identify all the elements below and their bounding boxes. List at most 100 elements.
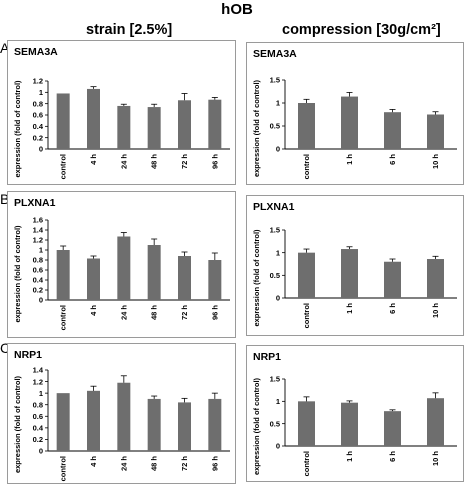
bar bbox=[147, 398, 161, 451]
bar bbox=[117, 236, 131, 300]
bar bbox=[87, 88, 100, 149]
y-tick-label: 1.5 bbox=[270, 76, 280, 85]
y-axis-label: expression (fold of control) bbox=[252, 229, 261, 327]
y-tick-label: 0 bbox=[39, 145, 43, 154]
category-label: 6 h bbox=[388, 303, 397, 314]
bar bbox=[87, 390, 100, 451]
bar bbox=[427, 114, 444, 149]
bar bbox=[56, 393, 70, 451]
panel-sema3a-compression: SEMA3A expression (fold of control) 0 0.5 1 1… bbox=[246, 42, 464, 185]
category-label: 6 h bbox=[388, 451, 397, 462]
bar bbox=[427, 398, 444, 446]
category-label: 10 h bbox=[431, 303, 440, 318]
bar bbox=[384, 411, 401, 446]
y-tick-label: 1.2 bbox=[33, 236, 43, 245]
sema3a-compression-chart: SEMA3A expression (fold of control) 0 0.5 1 1… bbox=[252, 48, 457, 179]
bar bbox=[384, 261, 401, 298]
y-tick-label: 0.4 bbox=[33, 122, 44, 131]
y-tick-label: 0 bbox=[276, 145, 280, 154]
y-tick-label: 1 bbox=[39, 246, 43, 255]
bar bbox=[298, 252, 315, 298]
y-tick-label: 0.2 bbox=[33, 286, 43, 295]
column-heading-strain: strain [2.5%] bbox=[86, 22, 173, 38]
y-tick-label: 0.6 bbox=[33, 266, 43, 275]
y-tick-label: 0.6 bbox=[33, 111, 43, 120]
category-label: 4 h bbox=[89, 456, 98, 467]
row-letter-b: B bbox=[0, 191, 10, 207]
y-tick-label: 0.8 bbox=[33, 256, 43, 265]
chart-title: NRP1 bbox=[253, 351, 281, 363]
chart-title: PLXNA1 bbox=[14, 197, 56, 209]
category-label: 4 h bbox=[89, 154, 98, 165]
y-tick-label: 0.4 bbox=[33, 276, 44, 285]
y-axis-label: expression (fold of control) bbox=[252, 79, 261, 177]
category-label: 96 h bbox=[210, 305, 219, 320]
bar bbox=[208, 260, 222, 300]
y-axis-label: expression (fold of control) bbox=[13, 225, 22, 323]
y-tick-label: 1.5 bbox=[270, 226, 280, 235]
y-tick-label: 0.4 bbox=[33, 424, 44, 433]
bar bbox=[298, 103, 315, 149]
y-tick-label: 0.2 bbox=[33, 435, 43, 444]
category-label: 48 h bbox=[150, 305, 159, 320]
chart-title: SEMA3A bbox=[253, 48, 297, 60]
bar bbox=[178, 100, 191, 149]
panel-plxna1-compression: PLXNA1 expression (fold of control) 0 0.5 1 1… bbox=[246, 195, 464, 336]
category-label: control bbox=[59, 456, 68, 481]
category-label: 10 h bbox=[431, 154, 440, 169]
category-label: 1 h bbox=[345, 451, 354, 462]
bar bbox=[208, 99, 222, 149]
bar bbox=[178, 402, 191, 451]
y-tick-label: 1.4 bbox=[33, 366, 44, 375]
bar bbox=[147, 107, 161, 149]
y-tick-label: 0.6 bbox=[33, 412, 43, 421]
bar bbox=[56, 93, 70, 149]
category-label: 96 h bbox=[210, 456, 219, 471]
y-tick-label: 1 bbox=[39, 389, 43, 398]
bar bbox=[56, 250, 70, 300]
y-tick-label: 1.2 bbox=[33, 377, 43, 386]
y-tick-label: 0.5 bbox=[270, 271, 280, 280]
chart-title: SEMA3A bbox=[14, 46, 58, 58]
y-tick-label: 0.2 bbox=[33, 133, 43, 142]
y-tick-label: 0 bbox=[276, 442, 280, 451]
figure-title: hOB bbox=[221, 1, 253, 18]
category-label: 4 h bbox=[89, 305, 98, 316]
category-label: control bbox=[59, 154, 68, 179]
nrp1-strain-chart: NRP1 expression (fold of control) 0 0.2 0.4 0… bbox=[13, 349, 230, 481]
category-label: control bbox=[302, 154, 311, 179]
y-axis-label: expression (fold of control) bbox=[13, 375, 22, 473]
y-tick-label: 0 bbox=[39, 447, 43, 456]
bar bbox=[87, 258, 100, 300]
y-axis-label: expression (fold of control) bbox=[13, 80, 22, 178]
category-label: 1 h bbox=[345, 303, 354, 314]
y-axis-label: expression (fold of control) bbox=[252, 377, 261, 475]
y-tick-label: 1 bbox=[276, 397, 280, 406]
category-label: 48 h bbox=[150, 456, 159, 471]
column-heading-compression: compression [30g/cm²] bbox=[282, 22, 441, 38]
bar bbox=[384, 112, 401, 149]
y-tick-label: 0.8 bbox=[33, 400, 43, 409]
chart-title: PLXNA1 bbox=[253, 201, 295, 213]
category-label: 24 h bbox=[119, 456, 128, 471]
nrp1-compression-chart: NRP1 expression (fold of control) 0 0.5 1 1.5… bbox=[252, 351, 457, 476]
category-label: control bbox=[59, 305, 68, 330]
category-label: 72 h bbox=[180, 154, 189, 169]
category-label: control bbox=[302, 303, 311, 328]
y-tick-label: 0.5 bbox=[270, 122, 280, 131]
panel-plxna1-strain: PLXNA1 expression (fold of control) 0 0.2 0.… bbox=[7, 191, 236, 338]
panel-nrp1-strain: NRP1 expression (fold of control) 0 0.2 0.4 0… bbox=[7, 343, 236, 484]
bar bbox=[427, 259, 444, 298]
category-label: 10 h bbox=[431, 451, 440, 466]
y-tick-label: 1 bbox=[276, 248, 280, 257]
bar bbox=[341, 402, 358, 446]
bar bbox=[117, 382, 131, 451]
panel-sema3a-strain: SEMA3A expression (fold of control) 0 0.2 0.… bbox=[7, 40, 236, 185]
y-tick-label: 1 bbox=[39, 88, 43, 97]
plxna1-compression-chart: PLXNA1 expression (fold of control) 0 0.5 1 1… bbox=[252, 201, 457, 328]
y-tick-label: 1.6 bbox=[33, 216, 43, 225]
category-label: 72 h bbox=[180, 456, 189, 471]
sema3a-strain-chart: SEMA3A expression (fold of control) 0 0.2 0.… bbox=[13, 46, 230, 179]
y-tick-label: 0 bbox=[276, 294, 280, 303]
